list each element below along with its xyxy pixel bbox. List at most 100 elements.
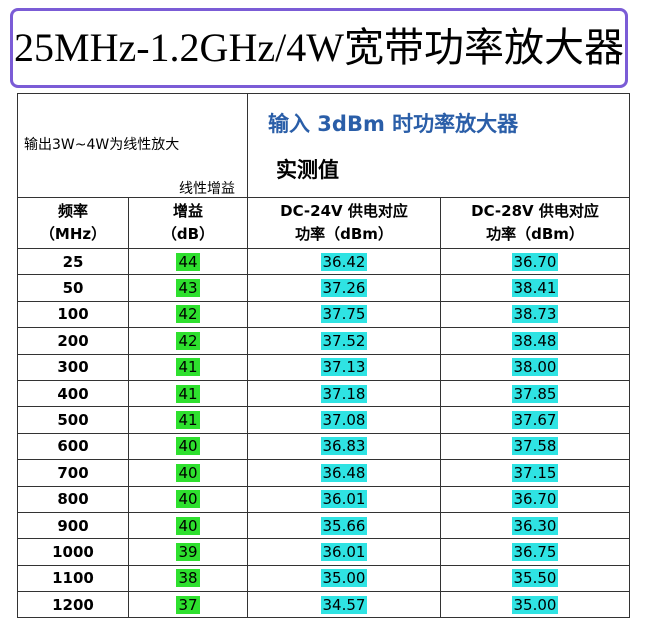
- column-header: 增益 （dB）: [128, 197, 248, 249]
- data-row: 300 41 37.13 38.00: [17, 353, 630, 381]
- cell-value: 1000: [52, 542, 94, 561]
- cell: 37.08: [247, 406, 441, 434]
- cell-value: 41: [176, 411, 200, 430]
- cell-value: 34.57: [320, 595, 368, 614]
- cell-value: 300: [57, 358, 89, 377]
- test-subtitle: 实测值: [276, 157, 339, 182]
- header-row: 频率 （MHz） 增益 （dB） DC-24V 供电对应 功率（dBm） DC-28V 供电…: [17, 197, 630, 249]
- cell: 800: [17, 485, 129, 513]
- column-header-line: （dB）: [161, 225, 215, 243]
- cell: 38.73: [440, 300, 630, 329]
- note: 输出3W~4W为线性放大: [24, 137, 180, 153]
- cell-value: 36.48: [320, 463, 368, 482]
- cell: 43: [128, 274, 248, 302]
- cell-value: 38.00: [511, 358, 559, 377]
- title: 25MHz-1.2GHz/4W宽带功率放大器: [10, 8, 628, 88]
- cell: 50: [17, 274, 129, 302]
- cell: 25: [17, 247, 129, 276]
- cell: 37.13: [247, 353, 441, 381]
- cell-value: 35.00: [320, 569, 368, 588]
- data-row: 25 44 36.42 36.70: [17, 247, 630, 276]
- cell-value: 700: [57, 463, 89, 482]
- data-row: 200 42 37.52 38.48: [17, 327, 630, 355]
- cell: 35.66: [247, 511, 441, 540]
- cell-value: 44: [176, 252, 200, 271]
- intro-row: 输出3W~4W为线性放大 线性增益 输入 3dBm 时功率放大器 实测值: [17, 93, 630, 198]
- cell: 36.01: [247, 485, 441, 513]
- column-header-line: 增益: [172, 202, 203, 220]
- cell: 36.70: [440, 247, 630, 276]
- cell: 38.48: [440, 327, 630, 355]
- cell-value: 37.75: [320, 305, 368, 324]
- cell: 38: [128, 564, 248, 593]
- cell: 36.42: [247, 247, 441, 276]
- cell-value: 42: [176, 305, 200, 324]
- cell-value: 37.18: [320, 384, 368, 403]
- cell-value: 37: [176, 595, 200, 614]
- data-row: 100 42 37.75 38.73: [17, 300, 630, 329]
- cell: 37.85: [440, 379, 630, 408]
- cell: 36.83: [247, 432, 441, 461]
- cell-value: 1100: [52, 569, 94, 588]
- data-row: 400 41 37.18 37.85: [17, 379, 630, 408]
- cell-value: 35.00: [511, 595, 559, 614]
- cell-value: 37.26: [320, 279, 368, 298]
- cell: 600: [17, 432, 129, 461]
- cell-value: 36.01: [320, 542, 368, 561]
- cell-value: 42: [176, 331, 200, 350]
- column-header: DC-24V 供电对应 功率（dBm）: [247, 197, 441, 249]
- cell-value: 500: [57, 411, 89, 430]
- cell: 1200: [17, 591, 129, 619]
- data-row: 50 43 37.26 38.41: [17, 274, 630, 302]
- cell: 35.00: [440, 591, 630, 619]
- cell-value: 36.83: [320, 437, 368, 456]
- cell-value: 37.15: [511, 463, 559, 482]
- cell-value: 38: [176, 569, 200, 588]
- cell: 900: [17, 511, 129, 540]
- cell-value: 900: [57, 516, 89, 535]
- cell-value: 100: [57, 305, 89, 324]
- cell: 35.00: [247, 564, 441, 593]
- cell-value: 600: [57, 437, 89, 456]
- cell-value: 39: [176, 542, 200, 561]
- cell: 36.75: [440, 538, 630, 566]
- cell-value: 38.41: [511, 279, 559, 298]
- data-row: 800 40 36.01 36.70: [17, 485, 630, 513]
- data-row: 600 40 36.83 37.58: [17, 432, 630, 461]
- data-row: 1200 37 34.57 35.00: [17, 591, 630, 619]
- cell: 42: [128, 300, 248, 329]
- column-header-line: DC-28V 供电对应: [471, 202, 599, 220]
- cell: 500: [17, 406, 129, 434]
- cell-value: 200: [57, 331, 89, 350]
- spec-table: 输出3W~4W为线性放大 线性增益 输入 3dBm 时功率放大器 实测值 频率 （…: [17, 93, 630, 619]
- table-body: 输出3W~4W为线性放大 线性增益 输入 3dBm 时功率放大器 实测值 频率 （…: [17, 93, 630, 619]
- cell-value: 41: [176, 384, 200, 403]
- data-row: 1000 39 36.01 36.75: [17, 538, 630, 566]
- column-header: 频率 （MHz）: [17, 197, 129, 249]
- cell-value: 40: [176, 490, 200, 509]
- cell: 41: [128, 353, 248, 381]
- cell: 38.41: [440, 274, 630, 302]
- data-row: 500 41 37.08 37.67: [17, 406, 630, 434]
- cell: 400: [17, 379, 129, 408]
- cell: 1100: [17, 564, 129, 593]
- cell: 40: [128, 511, 248, 540]
- cell: 37.52: [247, 327, 441, 355]
- cell-value: 36.01: [320, 490, 368, 509]
- cell: 37.26: [247, 274, 441, 302]
- data-row: 1100 38 35.00 35.50: [17, 564, 630, 593]
- cell: 44: [128, 247, 248, 276]
- cell-value: 35.50: [511, 569, 559, 588]
- cell: 37.67: [440, 406, 630, 434]
- data-row: 900 40 35.66 36.30: [17, 511, 630, 540]
- gain-note: 线性增益: [179, 181, 235, 197]
- cell: 700: [17, 459, 129, 487]
- column-header-line: 频率: [57, 202, 88, 220]
- cell: 37.15: [440, 459, 630, 487]
- cell: 41: [128, 379, 248, 408]
- cell: 42: [128, 327, 248, 355]
- cell-value: 40: [176, 463, 200, 482]
- cell-value: 37.85: [511, 384, 559, 403]
- cell-value: 40: [176, 437, 200, 456]
